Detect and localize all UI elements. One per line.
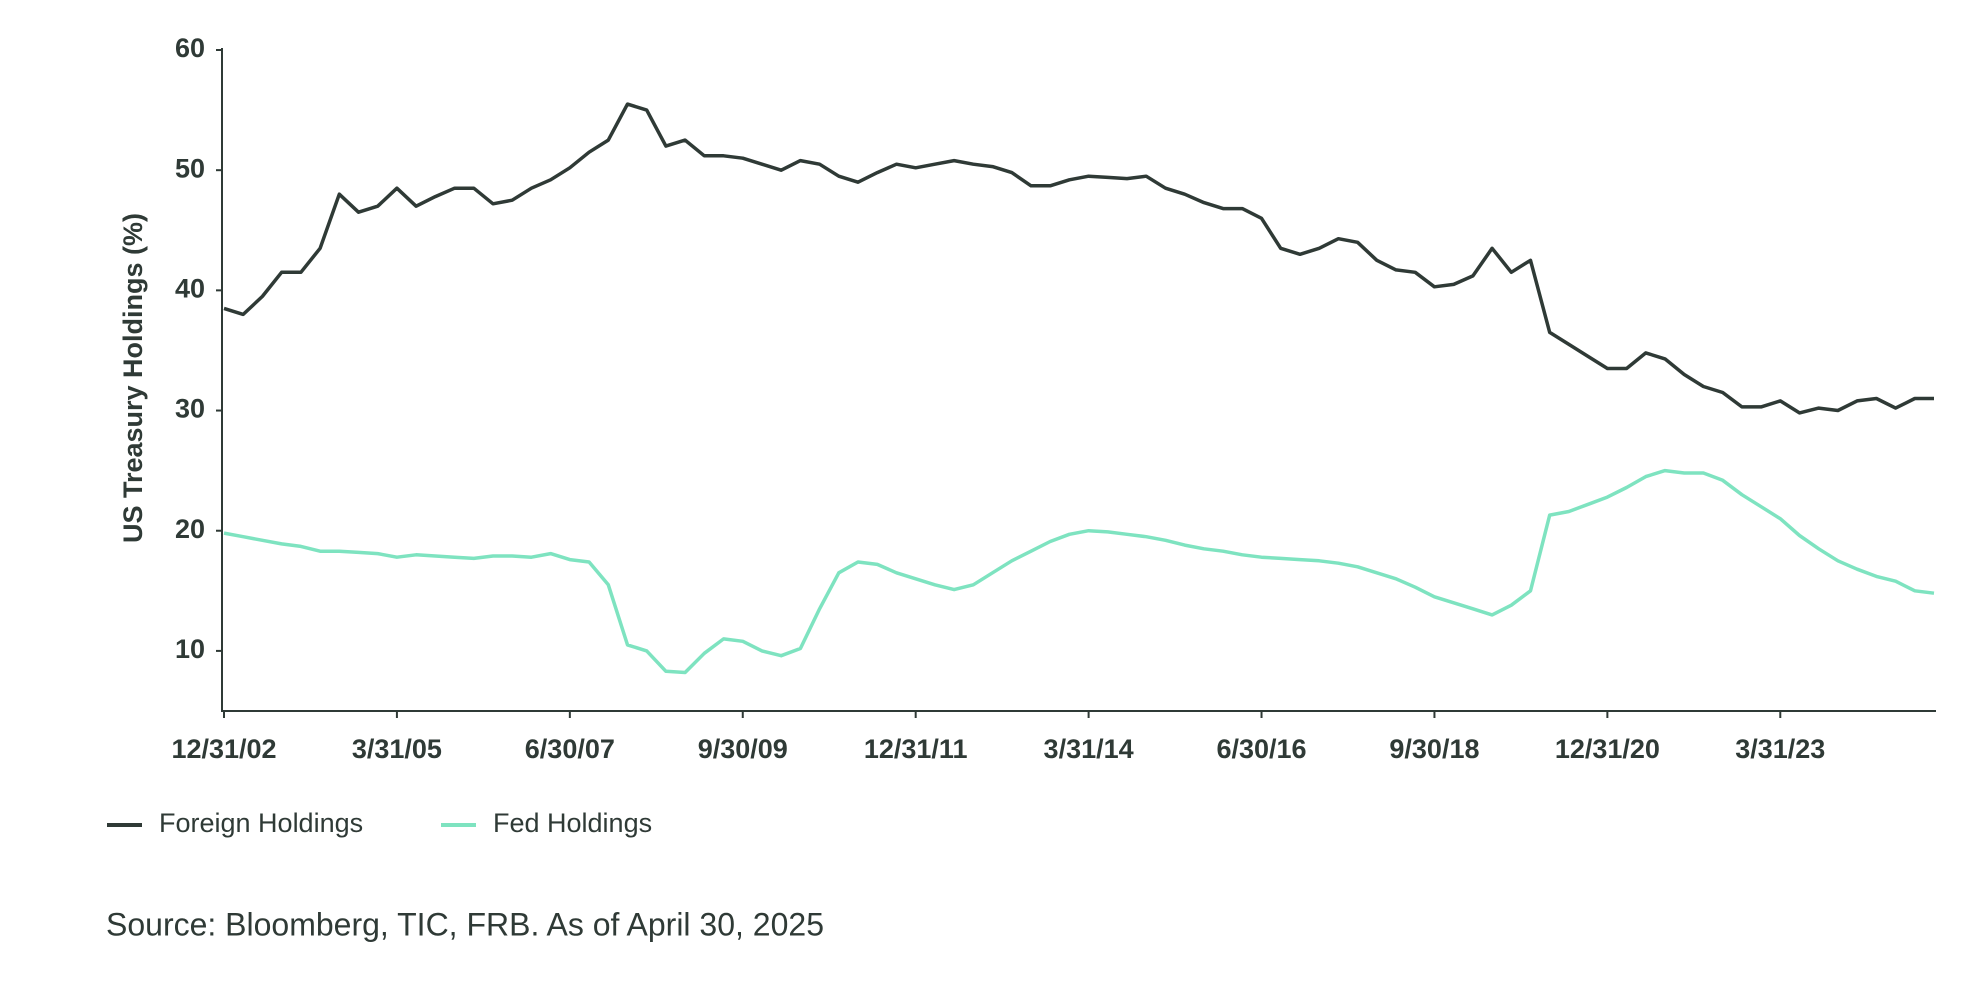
x-tick-label: 3/31/14 bbox=[1044, 734, 1134, 764]
y-tick-label: 40 bbox=[175, 273, 205, 303]
legend-label: Foreign Holdings bbox=[159, 808, 363, 838]
x-tick-label: 3/31/23 bbox=[1735, 734, 1825, 764]
x-tick-label: 12/31/20 bbox=[1555, 734, 1660, 764]
y-tick-label: 60 bbox=[175, 33, 205, 63]
y-tick-label: 50 bbox=[175, 153, 205, 183]
data-line bbox=[223, 102, 1934, 415]
y-tick-label: 30 bbox=[175, 394, 205, 424]
data-line bbox=[223, 468, 1935, 675]
y-axis-title: US Treasury Holdings (%) bbox=[118, 213, 148, 543]
source-note: Source: Bloomberg, TIC, FRB. As of April… bbox=[106, 906, 824, 942]
x-tick-label: 6/30/07 bbox=[525, 734, 615, 764]
x-tick-label: 6/30/16 bbox=[1216, 734, 1306, 764]
x-tick-label: 12/31/02 bbox=[171, 734, 276, 764]
x-tick-label: 3/31/05 bbox=[352, 734, 442, 764]
y-tick-label: 20 bbox=[175, 514, 205, 544]
x-tick-label: 9/30/18 bbox=[1389, 734, 1479, 764]
legend-label: Fed Holdings bbox=[493, 808, 652, 838]
x-tick-label: 12/31/11 bbox=[864, 734, 968, 764]
x-tick-label: 9/30/09 bbox=[698, 734, 788, 764]
y-tick-label: 10 bbox=[175, 634, 205, 664]
